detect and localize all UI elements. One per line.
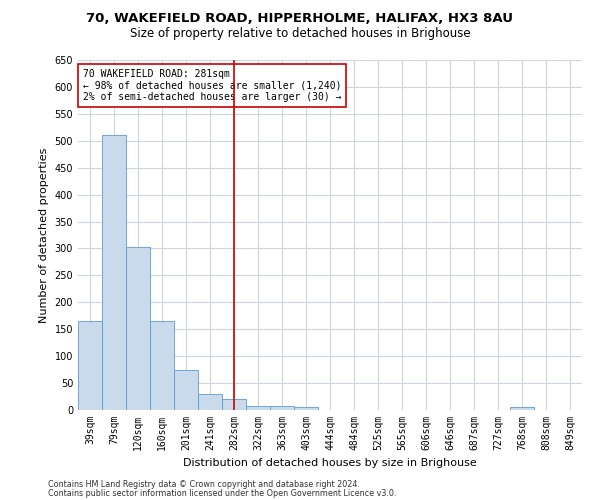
Text: 70 WAKEFIELD ROAD: 281sqm
← 98% of detached houses are smaller (1,240)
2% of sem: 70 WAKEFIELD ROAD: 281sqm ← 98% of detac…	[83, 69, 341, 102]
Bar	[294, 408, 318, 410]
Text: Contains HM Land Registry data © Crown copyright and database right 2024.: Contains HM Land Registry data © Crown c…	[48, 480, 360, 489]
Bar	[246, 406, 270, 410]
Bar	[126, 248, 150, 410]
Bar	[270, 406, 294, 410]
X-axis label: Distribution of detached houses by size in Brighouse: Distribution of detached houses by size …	[183, 458, 477, 468]
Bar	[150, 321, 174, 410]
Bar	[102, 136, 126, 410]
Text: Contains public sector information licensed under the Open Government Licence v3: Contains public sector information licen…	[48, 488, 397, 498]
Bar	[510, 408, 534, 410]
Bar	[222, 399, 246, 410]
Bar	[78, 321, 102, 410]
Bar	[198, 394, 222, 410]
Text: Size of property relative to detached houses in Brighouse: Size of property relative to detached ho…	[130, 28, 470, 40]
Y-axis label: Number of detached properties: Number of detached properties	[39, 148, 49, 322]
Text: 70, WAKEFIELD ROAD, HIPPERHOLME, HALIFAX, HX3 8AU: 70, WAKEFIELD ROAD, HIPPERHOLME, HALIFAX…	[86, 12, 514, 26]
Bar	[174, 370, 198, 410]
